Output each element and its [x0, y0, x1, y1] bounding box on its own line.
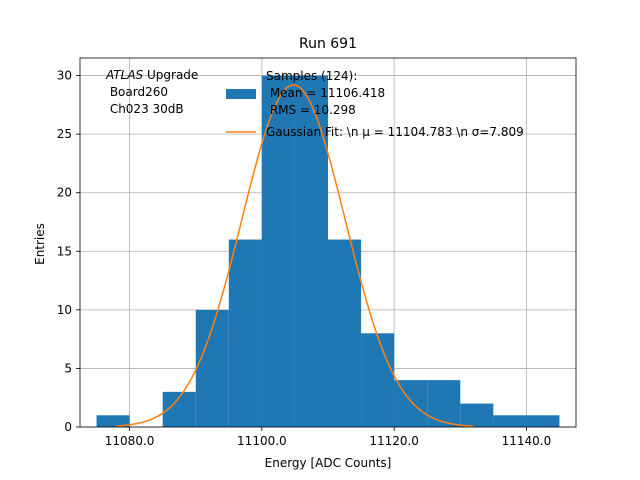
y-axis-ticks: 0 5 10 15 20 25 30 [57, 69, 80, 434]
annotation-line-1: ATLAS Upgrade [105, 68, 198, 82]
x-axis-ticks: 11080.0 11100.0 11120.0 11140.0 [105, 427, 551, 448]
y-tick-label: 20 [57, 186, 72, 200]
y-tick-label: 5 [64, 361, 72, 375]
y-tick-label: 30 [57, 69, 72, 83]
x-tick-label: 11140.0 [502, 434, 552, 448]
y-tick-label: 10 [57, 303, 72, 317]
y-tick-label: 15 [57, 244, 72, 258]
legend-samples-line-3: RMS = 10.298 [266, 103, 356, 117]
histogram-bar [361, 333, 395, 427]
annotation-atlas: ATLAS [105, 68, 144, 82]
y-axis-label: Entries [33, 223, 47, 265]
axes-frame [79, 57, 577, 428]
legend: Samples (124): Mean = 11106.418 RMS = 10… [226, 69, 524, 139]
annotation-line-3: Ch023 30dB [106, 102, 184, 116]
annotation-upgrade: Upgrade [143, 68, 198, 82]
histogram-bar [460, 403, 494, 427]
y-tick-label: 25 [57, 127, 72, 141]
legend-fit-label: Gaussian Fit: \n μ = 11104.783 \n σ=7.80… [266, 125, 524, 139]
legend-samples-line-2: Mean = 11106.418 [266, 86, 385, 100]
x-tick-label: 11120.0 [369, 434, 419, 448]
histogram-bar [394, 380, 428, 427]
histogram-bar [228, 239, 262, 427]
histogram-bar [427, 380, 461, 427]
histogram-bar [526, 415, 560, 427]
x-tick-label: 11100.0 [237, 434, 287, 448]
x-tick-label: 11080.0 [105, 434, 155, 448]
legend-samples-swatch [226, 89, 256, 99]
gaussian-fit-line [116, 84, 474, 427]
run-annotation: ATLAS Upgrade Board260 Ch023 30dB [105, 68, 198, 116]
histogram-bar [261, 75, 295, 428]
legend-samples-line-1: Samples (124): [266, 69, 357, 83]
annotation-line-2: Board260 [106, 85, 168, 99]
x-axis-label: Energy [ADC Counts] [265, 456, 392, 470]
histogram-bar [96, 415, 130, 427]
histogram-bar [493, 415, 527, 427]
chart-title: Run 691 [299, 36, 357, 52]
y-tick-label: 0 [64, 420, 72, 434]
histogram-bar [328, 239, 362, 427]
